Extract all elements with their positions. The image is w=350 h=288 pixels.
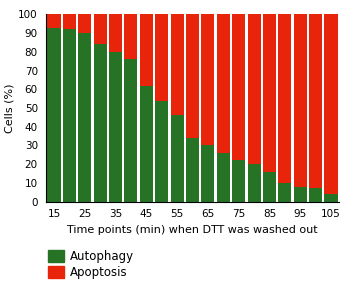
Bar xyxy=(170,115,184,202)
Bar xyxy=(155,101,168,202)
Bar xyxy=(309,189,322,202)
Bar xyxy=(247,164,261,202)
Bar xyxy=(263,172,276,202)
Bar xyxy=(217,153,230,202)
Bar xyxy=(93,14,107,44)
Bar xyxy=(47,28,61,202)
Bar xyxy=(78,14,91,33)
Bar xyxy=(78,33,91,202)
Bar xyxy=(63,29,76,202)
Bar xyxy=(217,14,230,153)
Bar xyxy=(232,160,245,202)
Bar xyxy=(201,14,215,145)
Bar xyxy=(109,14,122,52)
Bar xyxy=(201,145,215,202)
Bar xyxy=(232,14,245,160)
Bar xyxy=(124,59,138,202)
Bar xyxy=(278,14,292,183)
Bar xyxy=(63,14,76,29)
Bar xyxy=(324,14,338,194)
Bar xyxy=(247,14,261,164)
Bar xyxy=(186,138,199,202)
Bar xyxy=(324,194,338,202)
Y-axis label: Cells (%): Cells (%) xyxy=(4,83,14,133)
Legend: Autophagy, Apoptosis: Autophagy, Apoptosis xyxy=(48,250,134,279)
Bar xyxy=(140,86,153,202)
Bar xyxy=(109,52,122,202)
Bar xyxy=(155,14,168,101)
Bar xyxy=(124,14,138,59)
Bar xyxy=(140,14,153,86)
Bar xyxy=(309,14,322,189)
Bar xyxy=(93,44,107,202)
Bar xyxy=(186,14,199,138)
Bar xyxy=(278,183,292,202)
Bar xyxy=(170,14,184,115)
X-axis label: Time points (min) when DTT was washed out: Time points (min) when DTT was washed ou… xyxy=(67,225,318,235)
Bar xyxy=(263,14,276,172)
Bar xyxy=(294,187,307,202)
Bar xyxy=(47,14,61,28)
Bar xyxy=(294,14,307,187)
